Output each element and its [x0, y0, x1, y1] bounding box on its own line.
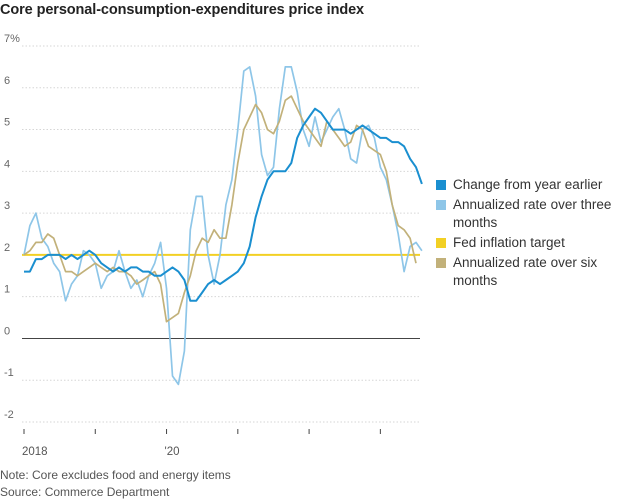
note-text: Note: Core excludes food and energy item…	[0, 468, 231, 482]
y-tick-label: 2	[4, 242, 10, 254]
legend-label-fed-target: Fed inflation target	[453, 235, 565, 250]
legend-swatch-three-months	[436, 200, 446, 210]
gridlines	[22, 45, 420, 423]
x-tick-label: 2018	[22, 446, 48, 458]
legend-swatch-six-months	[436, 258, 446, 268]
series-line-six-months	[23, 95, 417, 323]
y-tick-label: 0	[4, 325, 10, 337]
y-tick-label: 1	[4, 284, 10, 296]
series-line-three-months	[23, 66, 423, 386]
footnotes: Note: Core excludes food and energy item…	[0, 467, 231, 501]
legend-item-year-earlier: Change from year earlier	[436, 176, 620, 194]
y-tick-label: 4	[4, 158, 10, 170]
y-tick-label: 3	[4, 200, 10, 212]
y-tick-label: -2	[4, 409, 14, 421]
y-tick-label: 5	[4, 117, 10, 129]
y-tick-label: 7%	[4, 33, 20, 45]
series-line-year-earlier	[24, 107, 423, 302]
legend-swatch-fed-target	[436, 238, 446, 248]
legend-item-three-months: Annualized rate over three months	[436, 196, 620, 232]
y-tick-label: 6	[4, 75, 10, 87]
y-tick-label: -1	[4, 367, 14, 379]
chart-title: Core personal-consumption-expenditures p…	[0, 2, 365, 18]
legend-item-six-months: Annualized rate over six months	[436, 254, 620, 290]
legend: Change from year earlier Annualized rate…	[436, 176, 620, 292]
legend-label-year-earlier: Change from year earlier	[453, 177, 603, 192]
legend-item-fed-target: Fed inflation target	[436, 234, 620, 252]
chart-svg: 7% 6 5 4 3 2 1 0 -1 -2 2018 '20	[4, 33, 423, 458]
legend-swatch-year-earlier	[436, 180, 446, 190]
legend-label-six-months: Annualized rate over six months	[453, 255, 598, 288]
x-axis: 2018 '20	[22, 429, 381, 458]
legend-label-three-months: Annualized rate over three months	[453, 197, 612, 230]
y-axis-tick-labels: 7% 6 5 4 3 2 1 0 -1 -2	[4, 33, 20, 421]
x-tick-label: '20	[165, 446, 180, 458]
source-text: Source: Commerce Department	[0, 485, 170, 499]
series-lines	[23, 66, 423, 386]
